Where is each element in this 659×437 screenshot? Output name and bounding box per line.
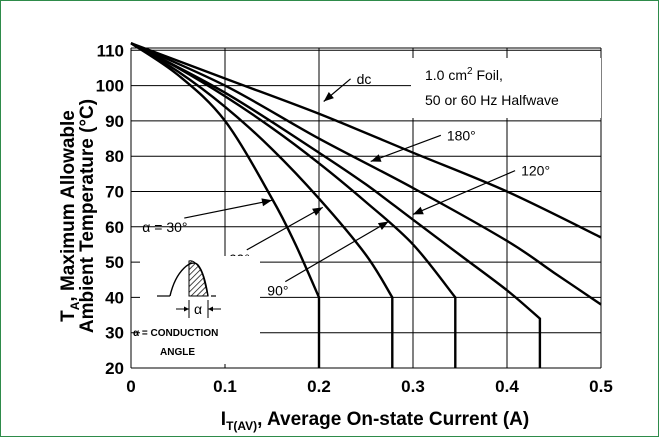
inset-half-sine	[169, 262, 209, 297]
curve-arrow-30	[184, 199, 273, 219]
x-tick-0-1: 0.1	[213, 377, 237, 396]
y-tick-70: 70	[105, 183, 124, 202]
curve-arrowhead-90	[377, 221, 389, 230]
x-tick-0-4: 0.4	[495, 377, 519, 396]
x-axis-title-sub: T(AV)	[226, 419, 257, 433]
y-tick-60: 60	[105, 218, 124, 237]
x-tick-labels: 0 0.1 0.2 0.3 0.4 0.5	[126, 377, 613, 396]
y-axis-title-main: T	[58, 310, 79, 322]
y-axis-title-line2: Ambient Temperature (°C)	[77, 99, 98, 333]
curve-arrow-60	[246, 206, 324, 251]
curve-arrow-90	[284, 220, 389, 283]
curve-180	[130, 42, 602, 306]
curve-arrow-120	[412, 170, 516, 215]
note-box-bg	[411, 58, 601, 118]
curve-label-dc: dc	[357, 71, 372, 87]
curve-arrowhead-60	[312, 207, 323, 216]
curve-label-30: α = 30°	[142, 219, 187, 235]
curve-arrowhead-30	[261, 198, 272, 207]
curve-label-180: 180°	[447, 127, 476, 143]
y-tick-20: 20	[105, 359, 124, 378]
x-axis-title-rest: , Average On-state Current (A)	[257, 409, 529, 430]
y-tick-100: 100	[96, 77, 124, 96]
y-axis-title-rest: , Maximum Allowable	[58, 110, 79, 301]
note-line1-rest: Foil,	[473, 67, 503, 83]
x-axis-title-main: I	[221, 409, 226, 430]
x-tick-0-2: 0.2	[307, 377, 331, 396]
y-tick-labels: 20 30 40 50 60 70 80 90 100 110	[96, 41, 124, 378]
note-line1-main: 1.0 cm	[425, 67, 467, 83]
note-sup: 2	[467, 66, 473, 77]
curve-arrowhead-dc	[323, 92, 334, 102]
curve-120	[130, 42, 542, 368]
curve-30	[130, 42, 321, 368]
y-tick-90: 90	[105, 112, 124, 131]
curve-arrow-180	[370, 134, 442, 163]
curve-label-90: 90°	[267, 283, 288, 299]
x-tick-0: 0	[126, 377, 135, 396]
curve-arrowhead-180	[370, 154, 382, 162]
curves	[130, 42, 602, 368]
x-tick-0-3: 0.3	[401, 377, 425, 396]
y-tick-80: 80	[105, 147, 124, 166]
x-tick-0-5: 0.5	[589, 377, 613, 396]
y-tick-110: 110	[97, 41, 124, 60]
curve-label-120: 120°	[521, 163, 550, 179]
curve-dc	[130, 42, 602, 239]
inset-definition-line2: ANGLE	[160, 347, 195, 358]
y-tick-50: 50	[105, 253, 124, 272]
note-line1: 1.0 cm2 Foil,	[425, 66, 503, 83]
y-tick-40: 40	[105, 288, 124, 307]
inset-alpha-label: α	[194, 301, 202, 317]
x-axis-title: IT(AV), Average On-state Current (A)	[221, 409, 529, 433]
curve-arrowhead-120	[413, 206, 424, 215]
conduction-angle-inset: α α = CONDUCTION ANGLE	[133, 256, 260, 364]
inset-arrowhead-right	[208, 306, 213, 312]
curve-60	[130, 42, 394, 368]
y-tick-30: 30	[105, 324, 124, 343]
inset-arrowhead-left	[184, 306, 189, 312]
y-axis-title-sub: A	[68, 301, 82, 310]
inset-hatched-area	[188, 260, 209, 297]
inset-definition-line1: α = CONDUCTION	[133, 328, 218, 339]
note-line2: 50 or 60 Hz Halfwave	[425, 92, 559, 108]
y-axis-title-line1: TA, Maximum Allowable	[58, 110, 82, 322]
